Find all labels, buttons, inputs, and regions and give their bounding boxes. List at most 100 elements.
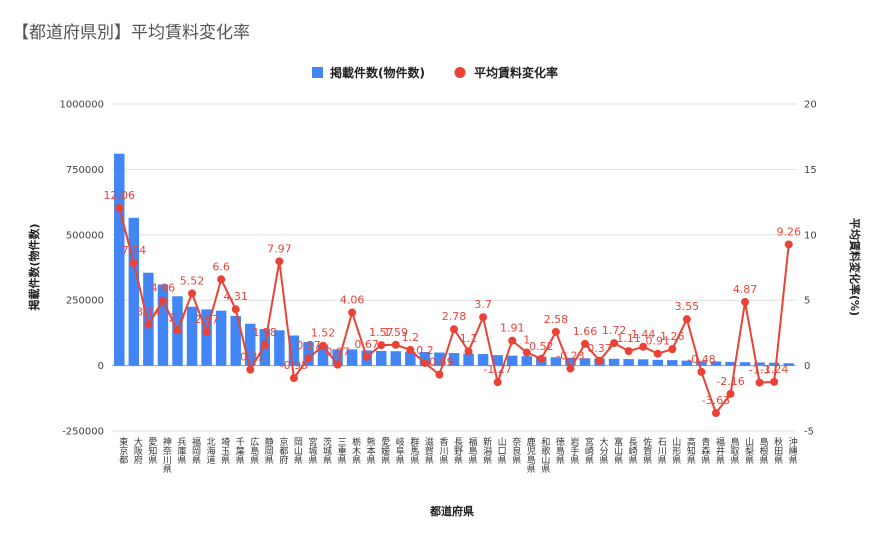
line-point <box>741 297 750 306</box>
y-tick-label: 750000 <box>66 165 104 176</box>
line-point <box>420 358 429 367</box>
data-label: 1.44 <box>631 328 656 341</box>
line-point <box>580 339 589 348</box>
data-label: -3.63 <box>702 394 730 407</box>
bar <box>390 351 402 366</box>
line-point <box>173 326 182 335</box>
y-tick-label: 0 <box>98 361 104 372</box>
bar <box>114 153 125 366</box>
bar <box>652 359 663 366</box>
data-label: 0.67 <box>354 338 379 351</box>
line-point <box>624 347 633 356</box>
data-label: -0.95 <box>280 359 308 372</box>
line-point <box>115 203 124 212</box>
bar <box>579 358 591 366</box>
bar <box>332 349 343 366</box>
bar <box>157 284 169 366</box>
line-point <box>682 315 691 324</box>
line-point <box>362 352 371 361</box>
line-point <box>188 289 197 298</box>
data-label: 9.26 <box>776 225 801 238</box>
line-point <box>610 339 619 348</box>
data-label: 3.7 <box>474 298 492 311</box>
x-tick-label: 富山県 <box>612 436 623 465</box>
data-label: 12.06 <box>104 189 136 202</box>
y2-tick-label: -5 <box>804 427 814 438</box>
line-point <box>217 275 226 284</box>
x-tick-label: 福島県 <box>467 436 478 465</box>
x-tick-label: 三重県 <box>336 437 347 465</box>
data-label: 7.84 <box>122 244 147 257</box>
x-tick-label: 山形県 <box>670 437 681 465</box>
x-tick-label: 島根県 <box>758 436 769 465</box>
bar <box>245 323 256 366</box>
line-point <box>246 365 255 374</box>
y2-axis-title: 平均賃料変化率(%) <box>848 218 862 316</box>
line-point <box>289 374 298 383</box>
x-tick-label: 広島県 <box>248 436 258 465</box>
bar <box>375 350 387 366</box>
x-tick-label: 徳島県 <box>554 436 565 465</box>
x-tick-label: 群馬県 <box>408 436 419 465</box>
bar <box>725 361 736 366</box>
x-tick-label: 熊本県 <box>365 436 376 465</box>
data-label: 1.26 <box>660 330 685 343</box>
legend[interactable]: 掲載件数(物件数) 平均賃料変化率 <box>312 65 558 80</box>
bar <box>637 359 649 366</box>
data-label: -1.24 <box>760 363 788 376</box>
legend-line-swatch <box>454 67 466 78</box>
line-point <box>755 378 764 387</box>
data-label: 0.07 <box>325 346 350 359</box>
x-tick-label: 宮城県 <box>306 436 317 465</box>
bar <box>215 310 227 366</box>
line-point <box>711 409 720 418</box>
bar <box>463 353 474 366</box>
x-tick-label: 宮崎県 <box>583 436 594 465</box>
data-label: 1.66 <box>573 325 598 338</box>
x-tick-label: 愛媛県 <box>379 436 390 465</box>
x-tick-label: 京都府 <box>277 436 288 465</box>
data-label: 4.31 <box>223 290 248 303</box>
line-point <box>348 308 357 317</box>
y2-tick-label: 5 <box>804 296 810 307</box>
line-point <box>566 364 575 373</box>
x-tick-label: 長野県 <box>452 437 463 465</box>
x-tick-label: 神奈川県 <box>161 436 172 474</box>
data-label: 0.2 <box>416 344 434 357</box>
line-point <box>450 325 458 334</box>
legend-line-label: 平均賃料変化率 <box>474 65 558 80</box>
bar <box>201 309 212 366</box>
y2-tick-label: 15 <box>804 165 817 176</box>
bar <box>565 357 576 366</box>
data-label: 1.11 <box>616 332 641 345</box>
x-tick-label: 和歌山県 <box>539 437 550 474</box>
x-tick-label: 岡山県 <box>292 437 303 465</box>
data-label: -1.27 <box>483 363 511 376</box>
x-tick-label: 沖縄県 <box>787 436 798 465</box>
bar <box>768 362 780 366</box>
data-label: -2.16 <box>716 375 744 388</box>
bar <box>783 363 794 366</box>
line-point <box>202 327 211 336</box>
bar <box>405 351 416 366</box>
x-tick-label: 大分県 <box>598 436 609 465</box>
x-tick-label: 栃木県 <box>350 436 361 465</box>
y-axis-title: 掲載件数(物件数) <box>27 223 41 310</box>
line-point <box>522 348 531 357</box>
line-point <box>668 345 677 354</box>
data-label: -0.48 <box>687 353 715 366</box>
data-label: 4.06 <box>340 293 365 306</box>
bar <box>492 355 503 366</box>
line-point <box>319 341 328 350</box>
line-point <box>435 370 444 379</box>
bar <box>696 361 707 366</box>
bar <box>681 360 693 366</box>
x-tick-label: 青森県 <box>699 436 710 465</box>
x-tick-label: 静岡県 <box>263 436 274 465</box>
y-tick-label: -250000 <box>62 427 104 438</box>
data-label: 5.52 <box>180 274 205 287</box>
data-label: 0.37 <box>587 342 612 355</box>
x-tick-label: 愛知県 <box>146 436 157 465</box>
x-tick-label: 山梨県 <box>743 437 754 465</box>
data-label: -0.31 <box>236 351 264 364</box>
